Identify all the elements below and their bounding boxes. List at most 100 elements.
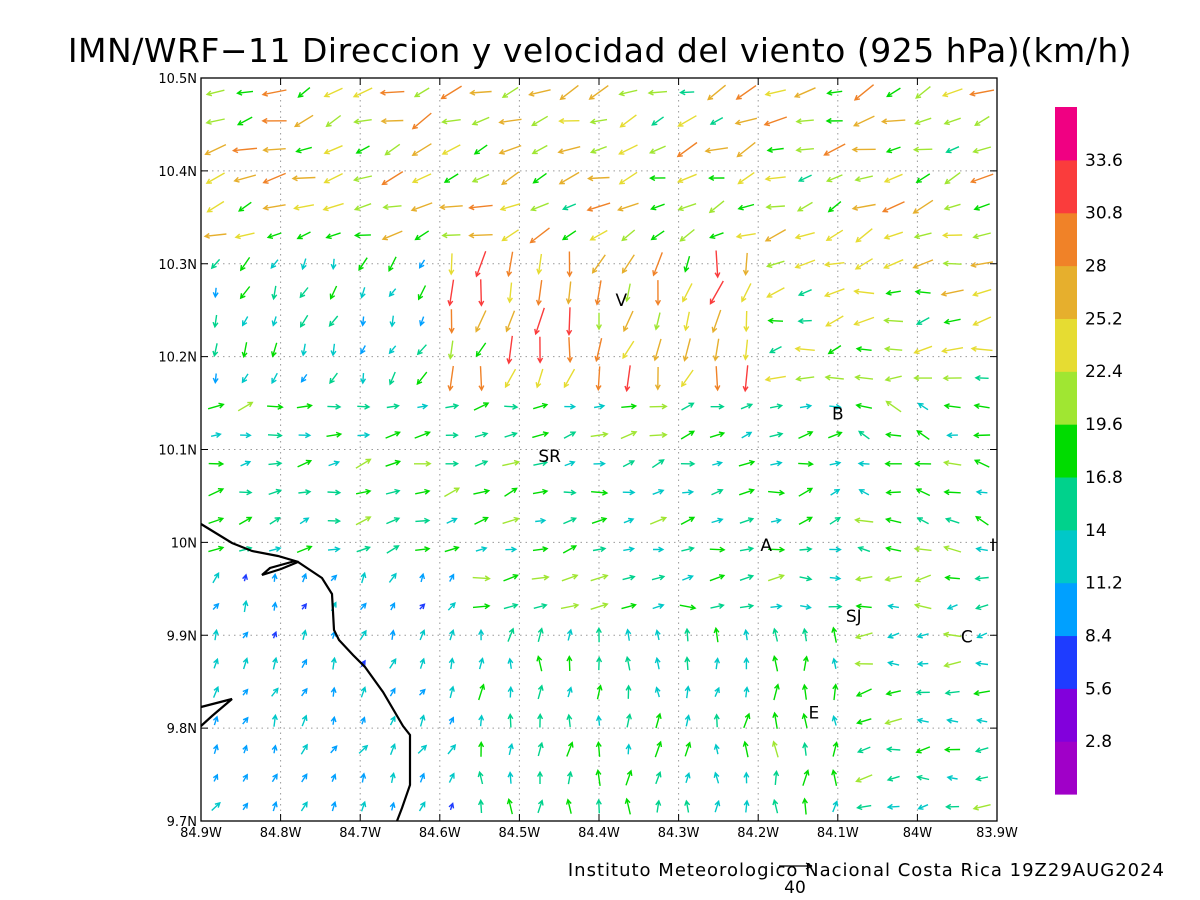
wind-vector-arrow: [941, 88, 963, 98]
wind-vector-arrow: [272, 800, 278, 812]
wind-vector-arrow: [563, 368, 576, 389]
wind-vector-arrow: [389, 687, 396, 697]
wind-vector-arrow: [823, 261, 845, 268]
wind-vector-arrow: [884, 375, 902, 382]
wind-vector-arrow: [323, 172, 343, 184]
wind-vector-arrow: [595, 626, 602, 643]
wind-vector-arrow: [887, 660, 900, 667]
wind-vector-arrow: [969, 173, 994, 184]
wind-vector-arrow: [743, 628, 750, 641]
wind-vector-arrow: [507, 627, 515, 642]
wind-vector-arrow: [271, 713, 278, 727]
wind-vector-arrow: [530, 202, 549, 212]
wind-vector-arrow: [972, 804, 991, 811]
wind-vector-arrow: [359, 287, 366, 299]
colorbar-label: 33.6: [1085, 151, 1123, 171]
wind-vector-arrow: [651, 459, 665, 469]
speed-colorbar: 2.8 5.6 8.4 11.2 14 16.8 19.6 22.4 25.2 28 30.8 33.…: [1055, 107, 1123, 795]
wind-vector-arrow: [802, 655, 809, 671]
wind-vector-arrow: [262, 204, 286, 211]
wind-vector-arrow: [855, 774, 873, 783]
wind-vector-arrow: [883, 173, 903, 183]
wind-vector-arrow: [625, 655, 631, 671]
wind-vector-arrow: [855, 603, 872, 610]
wind-vector-arrow: [236, 116, 253, 126]
wind-vector-arrow: [386, 517, 401, 525]
wind-vector-arrow: [623, 517, 635, 524]
wind-vector-arrow: [242, 716, 249, 725]
wind-vector-arrow: [271, 773, 278, 783]
wind-vector-arrow: [592, 546, 607, 553]
city-labels: V B SR A I SJ C E: [538, 291, 995, 723]
wind-vector-arrow: [566, 655, 573, 672]
wind-vector-arrow: [388, 371, 396, 386]
wind-vector-arrow: [856, 746, 871, 754]
wind-vector-arrow: [360, 716, 366, 725]
wind-vector-arrow: [831, 715, 838, 726]
wind-vector-arrow: [771, 740, 779, 758]
wind-vector-arrow: [448, 657, 455, 670]
wind-vector-arrow: [262, 146, 286, 153]
wind-vector-arrow: [473, 402, 490, 411]
wind-vector-arrow: [772, 798, 779, 814]
wind-vector-arrow: [589, 229, 608, 241]
wind-vector-arrow: [739, 603, 755, 610]
wind-vector-arrow: [528, 89, 551, 97]
wind-vector-arrow: [770, 460, 783, 467]
wind-vector-arrow: [413, 87, 430, 98]
wind-vector-arrow: [328, 460, 341, 467]
wind-vector-arrow: [299, 287, 309, 299]
y-tick-label: 9.7N: [167, 815, 197, 830]
wind-vector-arrow: [737, 203, 755, 211]
wind-vector-arrow: [590, 602, 609, 610]
wind-vector-arrow: [707, 84, 727, 101]
y-tick-label: 9.9N: [167, 629, 197, 644]
wind-vector-arrow: [653, 546, 665, 553]
wind-vector-arrow: [212, 715, 219, 726]
wind-vector-arrow: [767, 573, 785, 582]
wind-vector-arrow: [650, 203, 665, 211]
wind-vector-arrow: [736, 141, 756, 158]
wind-vector-arrow: [802, 741, 809, 756]
wind-vector-arrow: [795, 375, 815, 382]
wind-vector-arrow: [912, 259, 934, 269]
wind-vector-arrow: [478, 628, 485, 641]
wind-vector-arrow: [419, 772, 426, 783]
wind-vector-arrow: [537, 741, 544, 757]
wind-vector-arrow: [535, 368, 544, 389]
wind-vector-arrow: [359, 629, 367, 640]
wind-vector-arrow: [268, 488, 283, 496]
wind-vector-arrow: [561, 230, 577, 241]
wind-vector-arrow: [772, 654, 779, 672]
wind-vector-arrow: [586, 202, 611, 212]
wind-vector-arrow: [413, 460, 432, 467]
y-tick-label: 9.8N: [167, 722, 197, 737]
wind-vector-arrow: [883, 259, 904, 269]
wind-vector-arrow: [505, 310, 516, 333]
wind-vector-arrow: [291, 175, 316, 182]
wind-vector-arrow: [681, 402, 695, 411]
wind-vector-arrow: [945, 146, 960, 154]
wind-vector-arrow: [261, 89, 287, 97]
wind-vector-arrow: [884, 575, 903, 582]
wind-vector-arrow: [566, 307, 573, 336]
wind-vector-arrow: [293, 114, 314, 128]
wind-vector-arrow: [823, 288, 845, 298]
wind-vector-arrow: [261, 117, 287, 124]
colorbar-swatch: [1055, 741, 1077, 795]
wind-vector-arrow: [478, 714, 485, 727]
wind-vector-arrow: [212, 572, 220, 584]
wind-vector-arrow: [743, 771, 750, 784]
wind-vector-arrow: [883, 231, 904, 240]
wind-vector-arrow: [299, 517, 310, 525]
wind-vector-arrow: [684, 656, 691, 671]
wind-vector-arrow: [794, 345, 815, 352]
wind-vector-arrow: [714, 250, 721, 279]
wind-vector-arrow: [827, 201, 842, 213]
wind-vector-arrow: [536, 655, 543, 672]
wind-vector-arrow: [855, 228, 873, 243]
wind-vector-arrow: [537, 799, 544, 814]
wind-vector-arrow: [764, 228, 787, 242]
wind-vector-arrow: [296, 231, 311, 240]
wind-vector-arrow: [471, 173, 490, 183]
